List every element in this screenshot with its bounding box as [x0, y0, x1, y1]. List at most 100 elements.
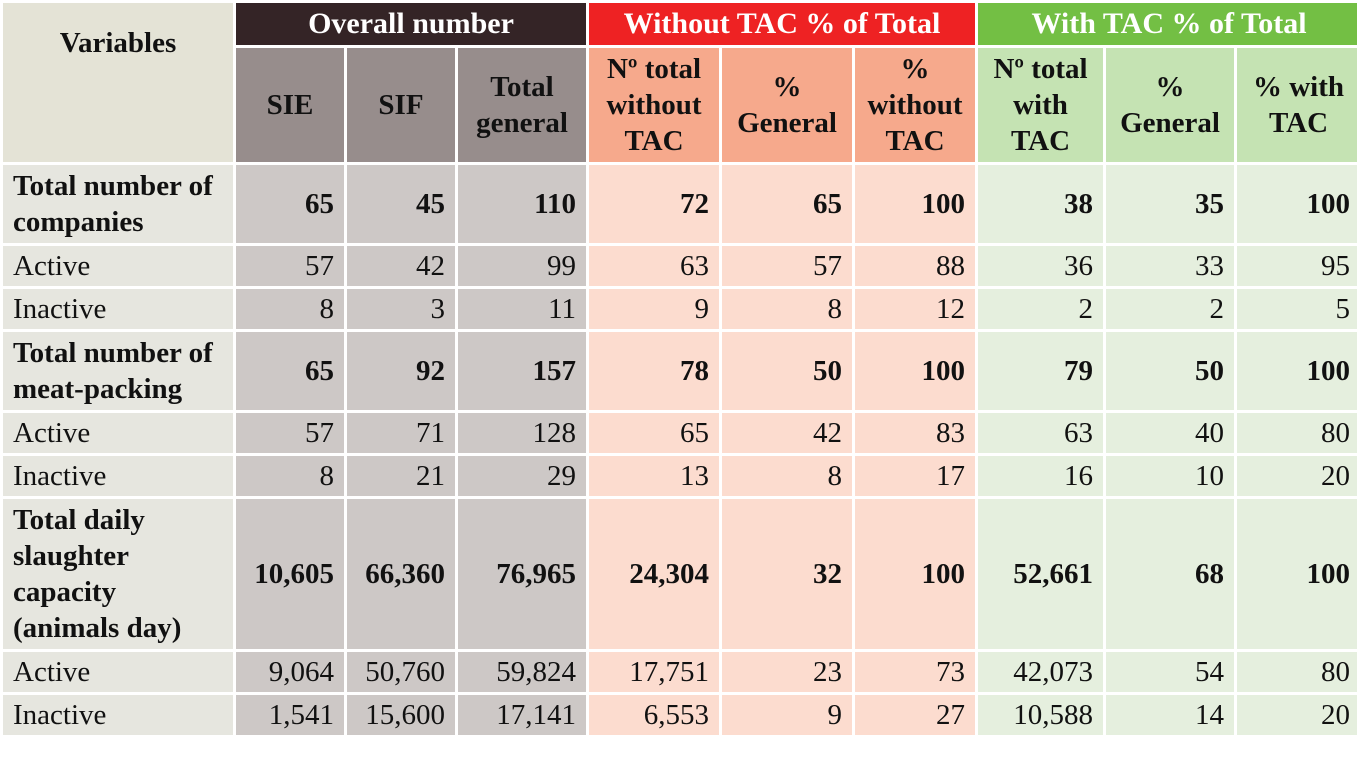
cell: 32	[722, 499, 853, 649]
cell: 21	[347, 456, 455, 496]
cell: 80	[1237, 652, 1357, 692]
cell: 10,588	[978, 695, 1104, 735]
table-row: Total number of meat-packing 65 92 157 7…	[3, 332, 1357, 410]
row-label: Active	[3, 652, 233, 692]
cell: 42	[347, 246, 455, 286]
cell: 9	[589, 289, 720, 329]
with-tac-header: With TAC % of Total	[978, 3, 1357, 45]
cell: 88	[855, 246, 976, 286]
cell: 128	[458, 413, 587, 453]
cell: 33	[1106, 246, 1235, 286]
cell: 8	[722, 456, 853, 496]
cell: 6,553	[589, 695, 720, 735]
cell: 38	[978, 165, 1104, 243]
cell: 17,141	[458, 695, 587, 735]
cell: 92	[347, 332, 455, 410]
cell: 17	[855, 456, 976, 496]
cell: 79	[978, 332, 1104, 410]
row-label: Active	[3, 246, 233, 286]
overall-number-header: Overall number	[236, 3, 587, 45]
cell: 73	[855, 652, 976, 692]
row-label: Inactive	[3, 695, 233, 735]
table-row: Total daily slaughter capacity (animals …	[3, 499, 1357, 649]
cell: 24,304	[589, 499, 720, 649]
cell: 95	[1237, 246, 1357, 286]
cell: 76,965	[458, 499, 587, 649]
cell: 71	[347, 413, 455, 453]
cell: 50	[1106, 332, 1235, 410]
cell: 8	[722, 289, 853, 329]
cell: 12	[855, 289, 976, 329]
cell: 42	[722, 413, 853, 453]
table-row: Active 9,064 50,760 59,824 17,751 23 73 …	[3, 652, 1357, 692]
cell: 8	[236, 456, 344, 496]
cell: 13	[589, 456, 720, 496]
cell: 45	[347, 165, 455, 243]
cell: 65	[236, 332, 344, 410]
row-label: Inactive	[3, 289, 233, 329]
cell: 10,605	[236, 499, 344, 649]
cell: 157	[458, 332, 587, 410]
cell: 9,064	[236, 652, 344, 692]
cell: 54	[1106, 652, 1235, 692]
cell: 23	[722, 652, 853, 692]
cell: 2	[1106, 289, 1235, 329]
cell: 8	[236, 289, 344, 329]
without-tac-header: Without TAC % of Total	[589, 3, 976, 45]
cell: 68	[1106, 499, 1235, 649]
col-pct-without-tac: % without TAC	[855, 48, 976, 162]
table-row: Total number of companies 65 45 110 72 6…	[3, 165, 1357, 243]
cell: 65	[236, 165, 344, 243]
cell: 10	[1106, 456, 1235, 496]
cell: 20	[1237, 695, 1357, 735]
cell: 50	[722, 332, 853, 410]
cell: 72	[589, 165, 720, 243]
cell: 57	[236, 413, 344, 453]
table-row: Active 57 71 128 65 42 83 63 40 80	[3, 413, 1357, 453]
cell: 50,760	[347, 652, 455, 692]
cell: 29	[458, 456, 587, 496]
cell: 57	[722, 246, 853, 286]
cell: 27	[855, 695, 976, 735]
cell: 9	[722, 695, 853, 735]
cell: 100	[855, 499, 976, 649]
cell: 20	[1237, 456, 1357, 496]
cell: 36	[978, 246, 1104, 286]
cell: 40	[1106, 413, 1235, 453]
cell: 100	[855, 165, 976, 243]
cell: 100	[1237, 165, 1357, 243]
cell: 52,661	[978, 499, 1104, 649]
cell: 63	[589, 246, 720, 286]
table-row: Inactive 8 21 29 13 8 17 16 10 20	[3, 456, 1357, 496]
cell: 66,360	[347, 499, 455, 649]
cell: 63	[978, 413, 1104, 453]
cell: 65	[589, 413, 720, 453]
cell: 65	[722, 165, 853, 243]
row-label: Inactive	[3, 456, 233, 496]
cell: 42,073	[978, 652, 1104, 692]
col-pct-general-with: % General	[1106, 48, 1235, 162]
cell: 80	[1237, 413, 1357, 453]
col-pct-general-without: % General	[722, 48, 853, 162]
cell: 100	[1237, 332, 1357, 410]
table-row: Active 57 42 99 63 57 88 36 33 95	[3, 246, 1357, 286]
cell: 5	[1237, 289, 1357, 329]
cell: 11	[458, 289, 587, 329]
cell: 15,600	[347, 695, 455, 735]
variables-header: Variables	[3, 3, 233, 162]
cell: 100	[855, 332, 976, 410]
table-row: Inactive 8 3 11 9 8 12 2 2 5	[3, 289, 1357, 329]
cell: 59,824	[458, 652, 587, 692]
cell: 17,751	[589, 652, 720, 692]
cell: 14	[1106, 695, 1235, 735]
cell: 99	[458, 246, 587, 286]
row-label: Total daily slaughter capacity (animals …	[3, 499, 233, 649]
cell: 57	[236, 246, 344, 286]
cell: 16	[978, 456, 1104, 496]
row-label: Total number of meat-packing	[3, 332, 233, 410]
cell: 1,541	[236, 695, 344, 735]
col-sie: SIE	[236, 48, 344, 162]
col-pct-with-tac: % with TAC	[1237, 48, 1357, 162]
col-no-total-without-tac: Nº total without TAC	[589, 48, 720, 162]
cell: 100	[1237, 499, 1357, 649]
